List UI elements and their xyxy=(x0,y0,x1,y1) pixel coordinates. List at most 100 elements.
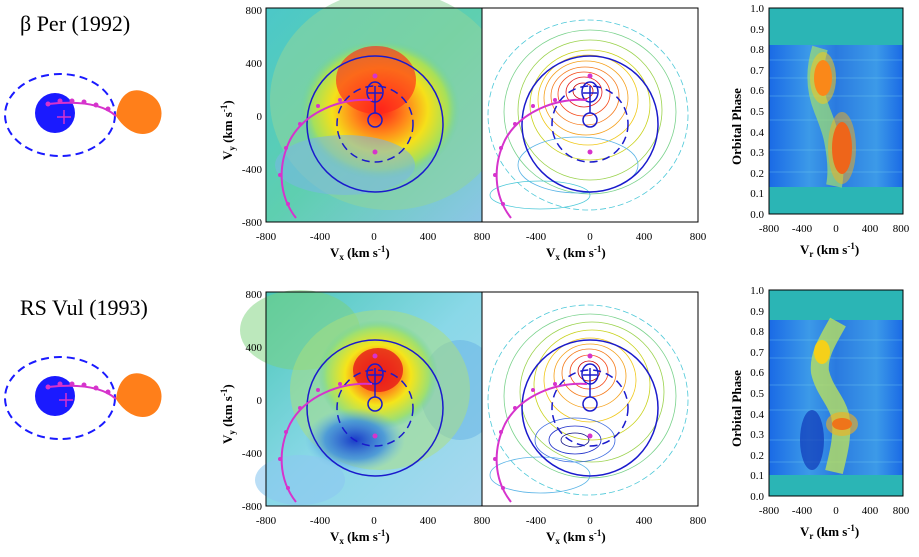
svg-text:-800: -800 xyxy=(256,231,277,243)
svg-text:0.1: 0.1 xyxy=(750,188,764,200)
svg-text:-800: -800 xyxy=(256,515,277,527)
trail-xticks-1: -800 -400 0 400 800 xyxy=(759,223,910,235)
svg-text:0: 0 xyxy=(587,515,593,527)
trail-xlabel-1: Vr (km s-1) xyxy=(800,241,859,259)
trail-yticks-1: 1.0 0.9 0.8 0.7 0.6 0.5 0.4 0.3 0.2 0.1 … xyxy=(750,3,764,221)
trail-yticks-2: 1.0 0.9 0.8 0.7 0.6 0.5 0.4 0.3 0.2 0.1 … xyxy=(750,285,764,503)
tomogram-image-1 xyxy=(266,0,510,222)
svg-text:-800: -800 xyxy=(759,223,780,235)
svg-text:-400: -400 xyxy=(792,223,813,235)
svg-text:0.7: 0.7 xyxy=(750,65,764,77)
svg-text:0.8: 0.8 xyxy=(750,326,764,338)
tomo-xlabel-2b: Vx (km s-1) xyxy=(546,528,606,546)
svg-text:-800: -800 xyxy=(759,505,780,517)
svg-text:400: 400 xyxy=(862,505,879,517)
svg-text:800: 800 xyxy=(893,223,910,235)
gas-stream xyxy=(47,101,117,117)
svg-text:800: 800 xyxy=(474,231,491,243)
svg-text:0.0: 0.0 xyxy=(750,209,764,221)
trail-xticks-2: -800 -400 0 400 800 xyxy=(759,505,910,517)
svg-text:0: 0 xyxy=(371,515,377,527)
svg-text:0.9: 0.9 xyxy=(750,306,764,318)
tomogram-image-2 xyxy=(240,290,500,506)
svg-text:400: 400 xyxy=(246,58,263,70)
svg-text:-400: -400 xyxy=(526,231,547,243)
tomogram-contour-1 xyxy=(482,8,698,222)
svg-text:0.7: 0.7 xyxy=(750,347,764,359)
svg-text:400: 400 xyxy=(636,231,653,243)
svg-text:0: 0 xyxy=(257,395,263,407)
tomo-xticks-2: -800 -400 0 400 800 -400 0 400 800 xyxy=(256,515,707,527)
overlay-2 xyxy=(278,339,444,503)
svg-text:-400: -400 xyxy=(310,231,331,243)
svg-text:0.8: 0.8 xyxy=(750,44,764,56)
svg-text:0.6: 0.6 xyxy=(750,85,764,97)
svg-text:0: 0 xyxy=(833,223,839,235)
binary-schematic-1 xyxy=(4,73,162,157)
svg-text:800: 800 xyxy=(246,289,263,301)
svg-text:0: 0 xyxy=(371,231,377,243)
tomo-ylabel-1: Vy (km s-1) xyxy=(219,100,237,160)
disk-circle xyxy=(336,85,414,163)
overlay-1 xyxy=(278,55,444,219)
svg-text:400: 400 xyxy=(862,223,879,235)
primary-star xyxy=(35,93,75,133)
tomogram-contour-2 xyxy=(482,292,698,506)
tomo-xlabel-2a: Vx (km s-1) xyxy=(330,528,390,546)
svg-text:0.3: 0.3 xyxy=(750,147,764,159)
svg-text:400: 400 xyxy=(420,515,437,527)
tomo-xlabel-1a: Vx (km s-1) xyxy=(330,244,390,262)
svg-text:0.0: 0.0 xyxy=(750,491,764,503)
trailed-spectrum-2 xyxy=(769,290,903,496)
svg-text:0.3: 0.3 xyxy=(750,429,764,441)
svg-text:-400: -400 xyxy=(310,515,331,527)
svg-text:800: 800 xyxy=(246,5,263,17)
large-circle xyxy=(306,55,444,193)
svg-text:0.4: 0.4 xyxy=(750,409,764,421)
secondary-star xyxy=(116,90,162,135)
tomo-yticks-1: 800 400 0 -400 -800 xyxy=(242,5,263,229)
svg-text:0.2: 0.2 xyxy=(750,168,764,180)
svg-text:0.9: 0.9 xyxy=(750,24,764,36)
svg-text:800: 800 xyxy=(893,505,910,517)
svg-text:-400: -400 xyxy=(242,448,263,460)
binary-schematic-2 xyxy=(4,356,162,440)
svg-text:0.2: 0.2 xyxy=(750,450,764,462)
svg-text:-400: -400 xyxy=(792,505,813,517)
svg-text:400: 400 xyxy=(636,515,653,527)
svg-text:0.1: 0.1 xyxy=(750,470,764,482)
svg-text:1.0: 1.0 xyxy=(750,285,764,297)
svg-text:0.6: 0.6 xyxy=(750,367,764,379)
svg-text:1.0: 1.0 xyxy=(750,3,764,15)
svg-text:800: 800 xyxy=(690,231,707,243)
trail-xlabel-2: Vr (km s-1) xyxy=(800,523,859,541)
svg-text:-400: -400 xyxy=(242,164,263,176)
overlay-2b xyxy=(493,339,659,503)
svg-text:0.4: 0.4 xyxy=(750,127,764,139)
svg-text:0.5: 0.5 xyxy=(750,388,764,400)
tomo-xticks-1: -800 -400 0 400 800 -400 0 400 800 xyxy=(256,231,707,243)
svg-text:-800: -800 xyxy=(242,501,263,513)
svg-text:0: 0 xyxy=(257,111,263,123)
trail-ylabel-1: Orbital Phase xyxy=(729,88,744,165)
system-name-2: RS Vul (1993) xyxy=(20,295,148,320)
trailed-spectrum-1 xyxy=(769,8,903,214)
svg-text:800: 800 xyxy=(474,515,491,527)
svg-text:0.5: 0.5 xyxy=(750,106,764,118)
svg-text:-800: -800 xyxy=(242,217,263,229)
tomo-xlabel-1b: Vx (km s-1) xyxy=(546,244,606,262)
tomo-yticks-2: 800 400 0 -400 -800 xyxy=(242,289,263,513)
svg-text:0: 0 xyxy=(587,231,593,243)
system-name-1: β Per (1992) xyxy=(20,11,130,36)
trail-ylabel-2: Orbital Phase xyxy=(729,370,744,447)
tomo-ylabel-2: Vy (km s-1) xyxy=(219,384,237,444)
svg-text:800: 800 xyxy=(690,515,707,527)
svg-text:400: 400 xyxy=(246,342,263,354)
row-2: RS Vul (1993) xyxy=(4,285,910,546)
svg-text:0: 0 xyxy=(833,505,839,517)
svg-text:400: 400 xyxy=(420,231,437,243)
row-1: β Per (1992) xyxy=(4,0,910,262)
svg-text:-400: -400 xyxy=(526,515,547,527)
overlay-1b xyxy=(493,55,659,219)
